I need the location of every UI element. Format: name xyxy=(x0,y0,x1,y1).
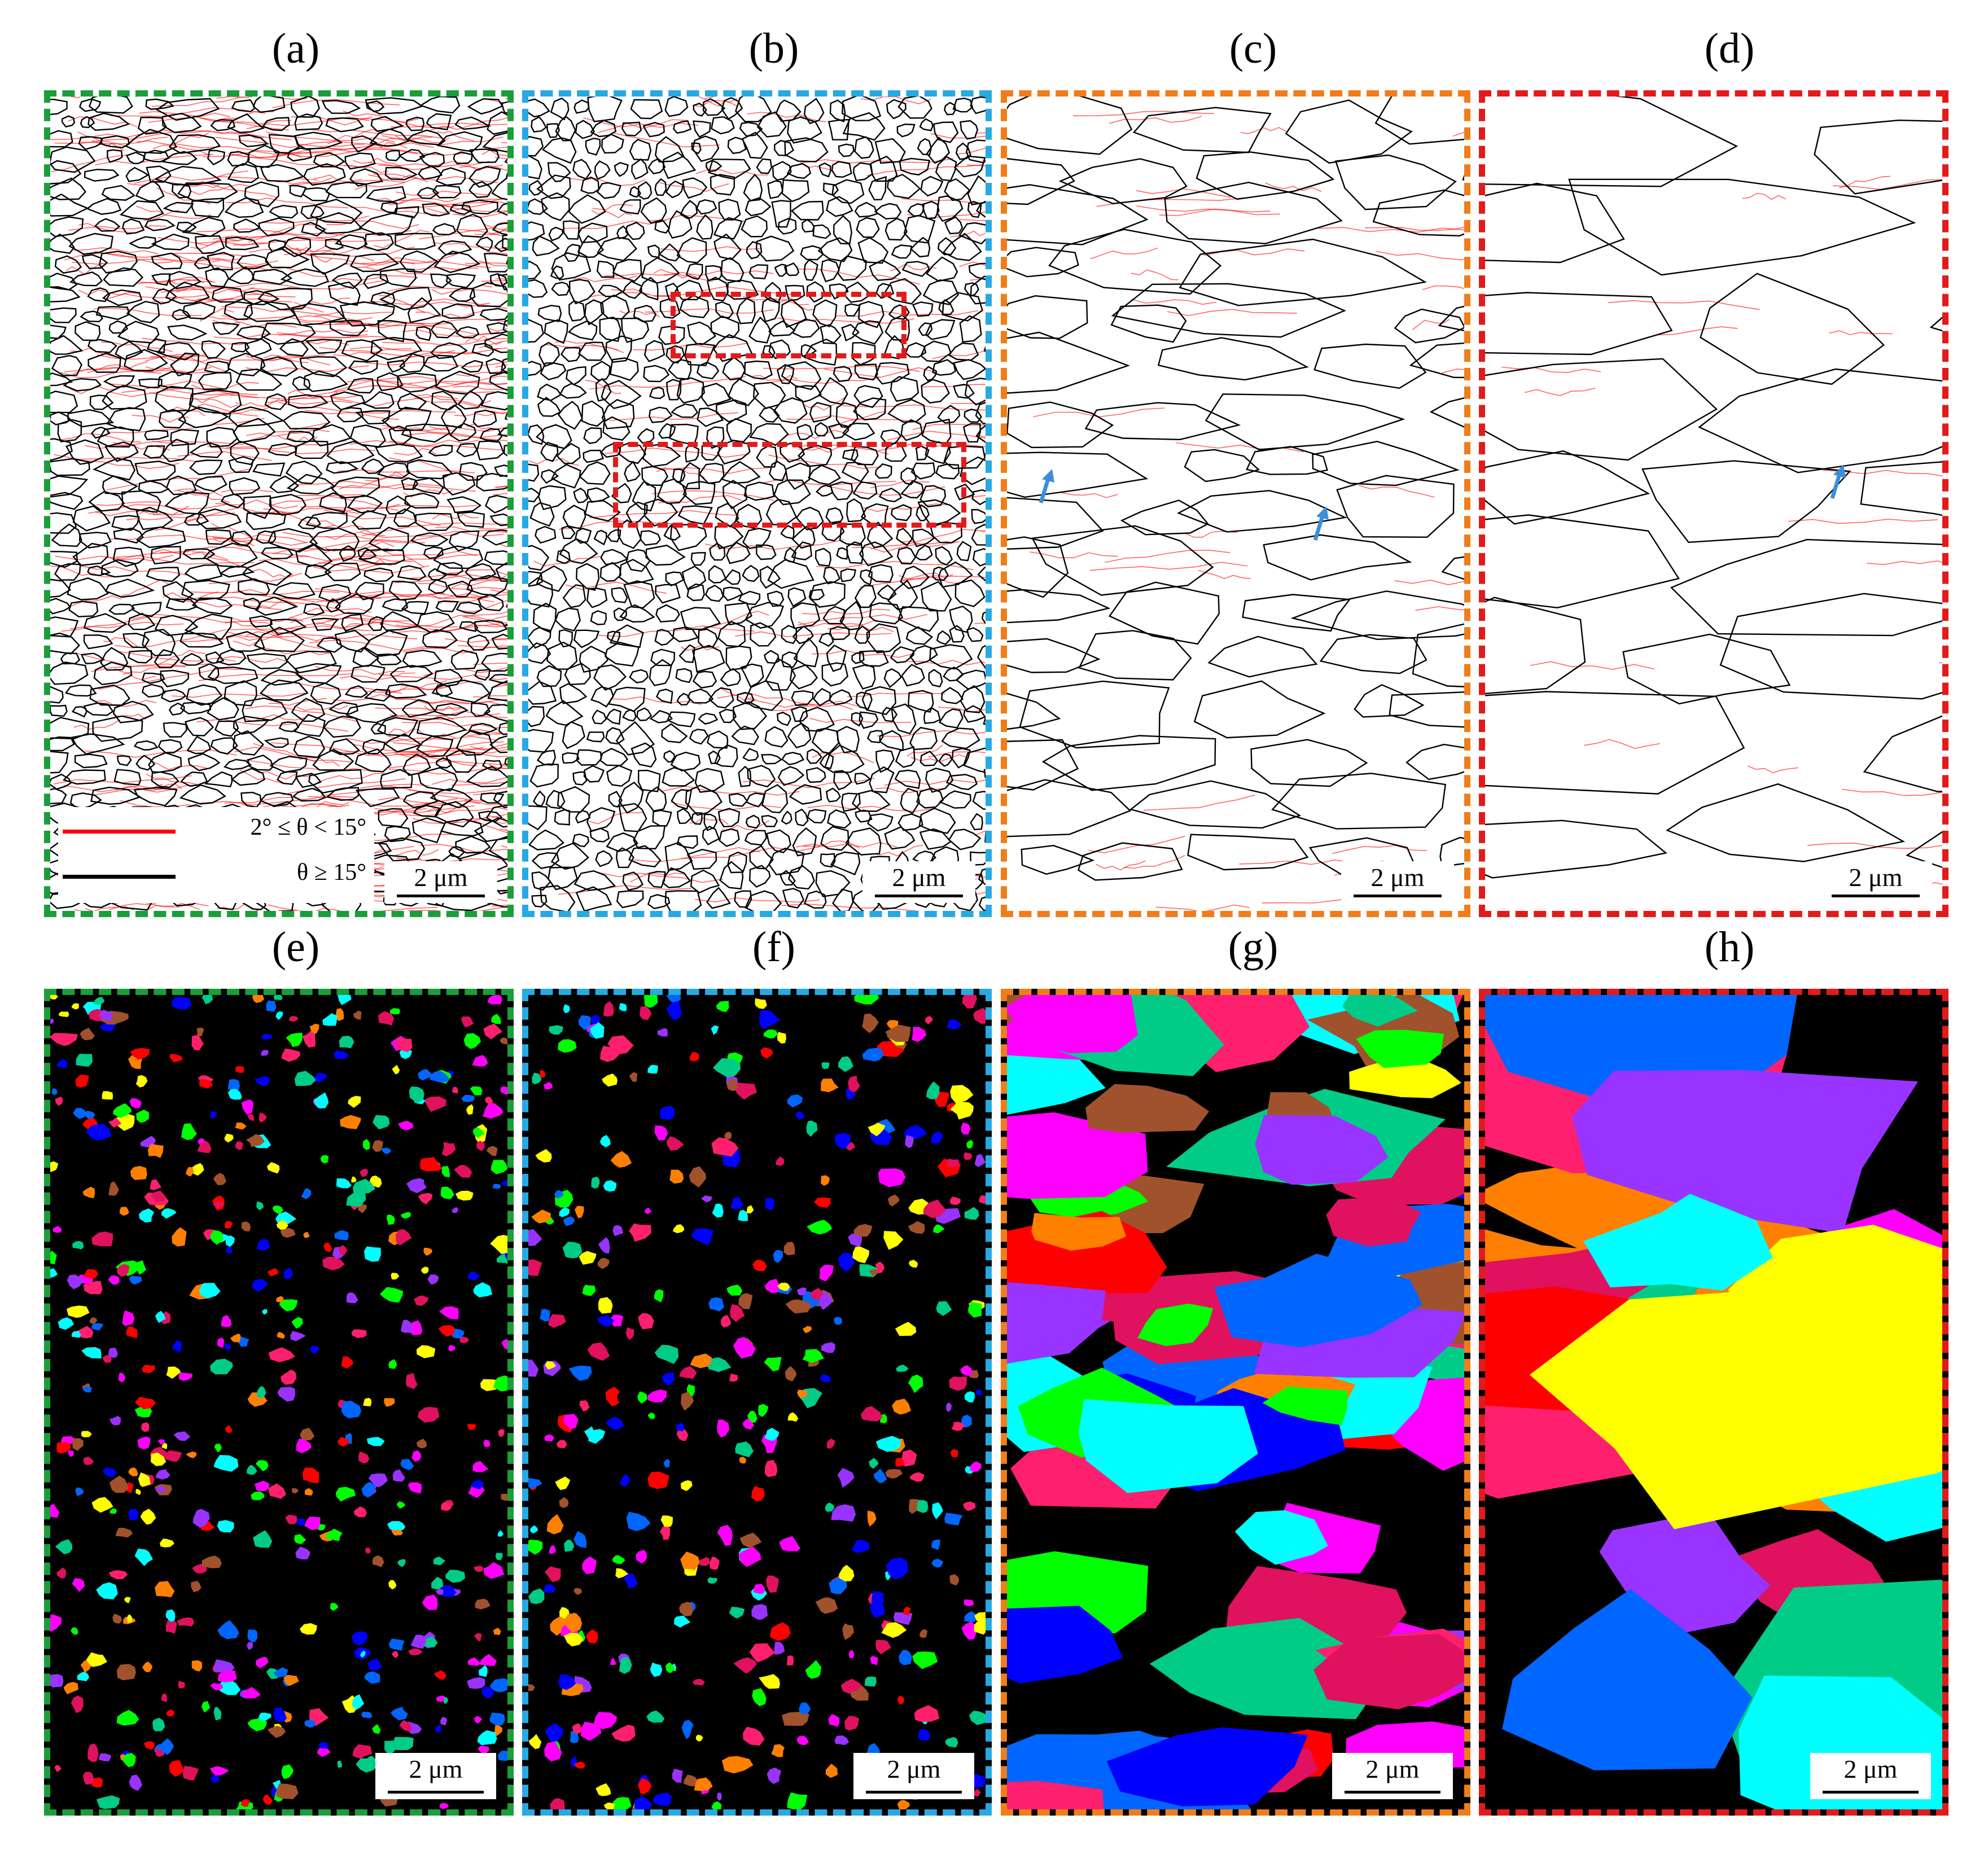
grain-boundary-map-d: 2 μm xyxy=(1479,90,1948,917)
scale-bar-line xyxy=(388,1791,484,1794)
legend-row-low-angle: 2° ≤ θ < 15° xyxy=(63,812,374,851)
panel-label-b: (b) xyxy=(748,25,799,72)
high-angle-swatch xyxy=(63,875,176,879)
grain-boundary-map-a: 2° ≤ θ < 15° θ ≥ 15° 2 μm xyxy=(44,90,514,917)
scale-bar-b: 2 μm xyxy=(862,861,975,903)
grain-pattern-g xyxy=(1007,995,1464,1809)
highlight-box-lower xyxy=(613,442,966,528)
scale-bar-text: 2 μm xyxy=(1844,1755,1898,1783)
highlight-box-upper xyxy=(671,292,907,358)
grain-color-map-g: 2 μm xyxy=(1001,989,1470,1816)
legend-row-high-angle: θ ≥ 15° xyxy=(63,857,374,896)
scale-bar-text: 2 μm xyxy=(1370,863,1425,892)
scale-bar-c: 2 μm xyxy=(1341,861,1454,903)
scale-bar-d: 2 μm xyxy=(1819,861,1932,903)
grain-color-map-h: 2 μm xyxy=(1479,989,1948,1816)
scale-bar-text: 2 μm xyxy=(414,863,468,892)
panel-label-c: (c) xyxy=(1229,25,1277,72)
scale-bar-text: 2 μm xyxy=(892,863,946,892)
boundary-arrow-icon xyxy=(1039,469,1054,504)
scale-bar-line xyxy=(1823,1791,1919,1794)
scale-bar-line xyxy=(1832,895,1920,897)
scale-bar-text: 2 μm xyxy=(1849,863,1903,892)
boundary-pattern-a xyxy=(50,97,507,911)
scale-bar-line xyxy=(866,1791,962,1794)
grain-boundary-map-c: 2 μm xyxy=(1001,90,1470,917)
boundary-pattern-c xyxy=(1007,97,1464,911)
panel-label-h: (h) xyxy=(1704,923,1755,971)
scale-bar-e: 2 μm xyxy=(375,1753,496,1799)
panel-label-e: (e) xyxy=(272,923,320,971)
grain-boundary-map-b: 2 μm xyxy=(522,90,992,917)
boundary-arrow-icon xyxy=(1313,506,1329,541)
grain-pattern-f xyxy=(528,995,986,1809)
scale-bar-line xyxy=(1345,1791,1440,1794)
grain-pattern-h xyxy=(1485,995,1942,1809)
boundary-pattern-b xyxy=(528,97,986,911)
panel-label-d: (d) xyxy=(1704,25,1755,72)
scale-bar-text: 2 μm xyxy=(887,1755,941,1783)
boundary-arrow-icon xyxy=(1830,464,1846,499)
scale-bar-a: 2 μm xyxy=(384,861,497,903)
scale-bar-f: 2 μm xyxy=(853,1753,974,1799)
scale-bar-text: 2 μm xyxy=(1365,1755,1420,1783)
scale-bar-line xyxy=(875,895,963,897)
low-angle-swatch xyxy=(63,830,176,834)
scale-bar-text: 2 μm xyxy=(409,1755,463,1783)
scale-bar-line xyxy=(397,895,485,897)
scale-bar-line xyxy=(1354,895,1442,897)
boundary-pattern-d xyxy=(1485,97,1942,911)
high-angle-label: θ ≥ 15° xyxy=(297,860,366,885)
panel-label-a: (a) xyxy=(272,25,320,72)
scale-bar-h: 2 μm xyxy=(1810,1753,1931,1799)
low-angle-label: 2° ≤ θ < 15° xyxy=(250,814,366,840)
panel-label-g: (g) xyxy=(1228,923,1278,971)
grain-pattern-e xyxy=(50,995,507,1809)
grain-color-map-f: 2 μm xyxy=(522,989,992,1816)
boundary-legend: 2° ≤ θ < 15° θ ≥ 15° xyxy=(58,807,374,903)
panel-label-f: (f) xyxy=(752,923,795,971)
grain-color-map-e: 2 μm xyxy=(44,989,514,1816)
scale-bar-g: 2 μm xyxy=(1332,1753,1453,1799)
